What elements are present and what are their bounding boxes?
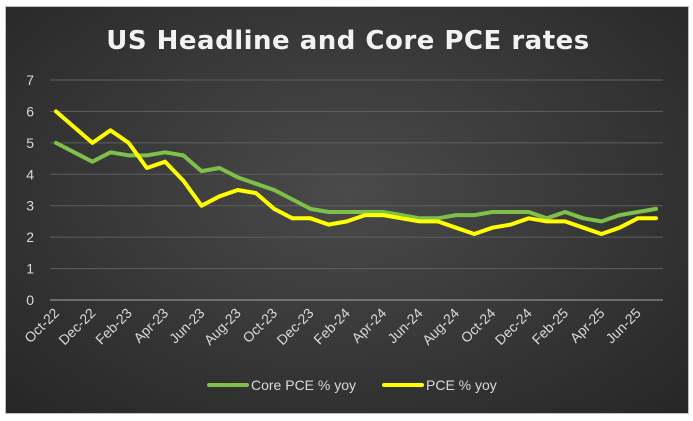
legend: Core PCE % yoy PCE % yoy — [207, 377, 497, 393]
x-tick-label: Aug-24 — [419, 305, 462, 348]
x-tick-label: Oct-23 — [239, 305, 280, 346]
x-tick-label: Jun-25 — [602, 305, 644, 347]
series-line-pce — [54, 109, 658, 236]
y-tick-label: 2 — [26, 229, 34, 245]
x-tick-label: Oct-24 — [457, 305, 498, 346]
y-tick-label: 5 — [26, 135, 34, 151]
y-tick-label: 0 — [26, 292, 34, 308]
x-tick-label: Aug-23 — [201, 305, 244, 348]
y-tick-label: 6 — [26, 103, 34, 119]
x-tick-label: Feb-23 — [92, 305, 135, 348]
gridlines — [50, 79, 663, 301]
series-lines — [54, 109, 658, 236]
x-axis-ticks: Oct-22Dec-22Feb-23Apr-23Jun-23Aug-23Oct-… — [21, 305, 644, 348]
y-tick-label: 4 — [26, 166, 34, 182]
x-tick-label: Dec-22 — [55, 305, 98, 348]
y-axis-ticks: 0 1 2 3 4 5 6 7 — [26, 72, 34, 308]
y-tick-label: 7 — [26, 72, 34, 88]
legend-label: PCE % yoy — [426, 377, 497, 393]
x-tick-label: Jun-23 — [166, 305, 208, 347]
x-tick-label: Feb-25 — [529, 305, 572, 348]
x-tick-label: Dec-23 — [273, 305, 316, 348]
series-line-core-pce — [54, 140, 658, 224]
x-tick-label: Apr-24 — [348, 305, 389, 346]
x-tick-label: Oct-22 — [21, 305, 62, 346]
legend-label: Core PCE % yoy — [251, 377, 356, 393]
chart-title: US Headline and Core PCE rates — [106, 26, 589, 56]
y-tick-label: 1 — [26, 261, 34, 277]
x-tick-label: Jun-24 — [384, 305, 426, 347]
chart-svg: US Headline and Core PCE rates 01234567 … — [21, 26, 663, 393]
x-tick-label: Dec-24 — [492, 305, 535, 348]
x-tick-label: Feb-24 — [310, 305, 353, 348]
y-tick-label: 3 — [26, 198, 34, 214]
x-tick-label: Apr-23 — [130, 305, 171, 346]
x-tick-label: Apr-25 — [567, 305, 608, 346]
